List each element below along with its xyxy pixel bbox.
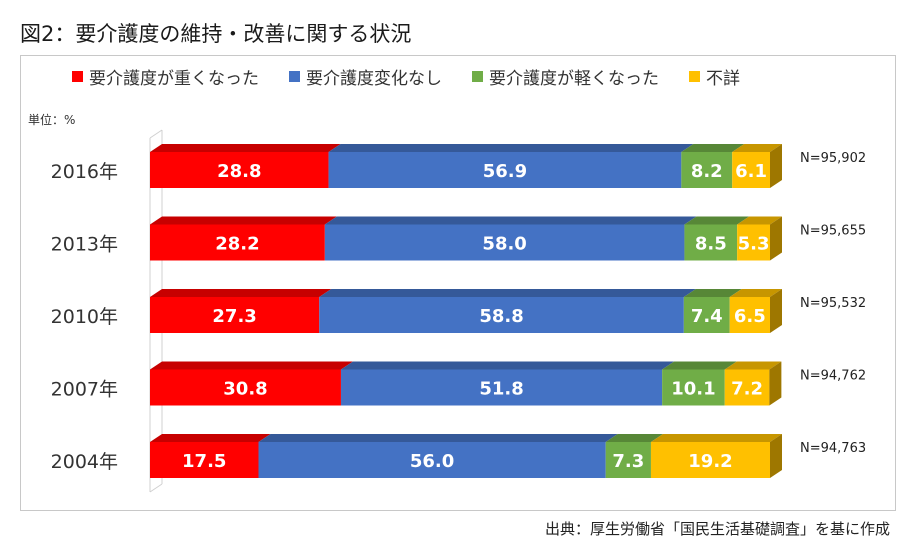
bar-segment-nochange	[340, 369, 663, 406]
legend-swatch-nochange	[289, 71, 300, 82]
bar-top-nochange	[340, 361, 675, 370]
data-label: 5.3	[738, 234, 770, 255]
bar-top-unknown	[729, 289, 782, 297]
bar-segment-worse	[150, 152, 329, 188]
legend-label-nochange: 要介護度変化なし	[306, 69, 442, 89]
bar-top-better	[662, 361, 737, 370]
bar-top-worse	[150, 289, 332, 297]
unit-label: 単位：%	[28, 113, 76, 127]
sample-size-label: N=94,763	[800, 441, 866, 456]
bar-top-nochange	[324, 216, 697, 225]
frame-line-top	[149, 129, 163, 139]
bar-top-worse	[150, 216, 337, 225]
legend-label-worse: 要介護度が重くなった	[89, 69, 259, 89]
bar-side-unknown	[770, 434, 782, 478]
bar-segment-nochange	[319, 297, 684, 333]
bar-top-nochange	[258, 434, 618, 442]
bar-top-unknown	[724, 361, 782, 370]
bar-segment-nochange	[258, 442, 606, 478]
bar-segment-better	[662, 369, 725, 406]
bar-segment-unknown	[737, 224, 770, 261]
bar-segment-nochange	[328, 152, 682, 188]
legend-swatch-better	[472, 71, 483, 82]
bar-top-unknown	[732, 144, 782, 152]
legend-label-unknown: 不詳	[706, 69, 740, 89]
sample-size-label: N=94,762	[800, 369, 866, 384]
legend-swatch-worse	[72, 71, 83, 82]
bar-segment-unknown	[729, 297, 770, 333]
bar-side-unknown	[769, 361, 782, 406]
data-label: 30.8	[223, 379, 267, 400]
bar-segment-unknown	[724, 369, 770, 406]
bar-segment-worse	[150, 369, 341, 406]
frame-line-bottom	[149, 483, 163, 493]
chart-title: 図2：要介護度の維持・改善に関する状況	[20, 22, 412, 46]
sample-size-label: N=95,655	[800, 224, 866, 239]
legend-item-better: 要介護度が軽くなった	[472, 64, 659, 89]
data-label: 7.2	[731, 379, 763, 400]
bar-side-unknown	[770, 144, 782, 188]
legend-swatch-unknown	[689, 71, 700, 82]
bar-segment-unknown	[732, 152, 770, 188]
source-note: 出典：厚生労働省「国民生活基礎調査」を基に作成	[544, 520, 890, 538]
data-label: 6.1	[735, 161, 767, 182]
sample-size-label: N=95,902	[800, 151, 866, 166]
category-label: 2007年	[51, 379, 118, 401]
bar-top-better	[684, 216, 750, 225]
bar-top-worse	[150, 144, 341, 152]
sample-size-label: N=95,532	[800, 296, 866, 311]
data-label: 56.0	[410, 451, 454, 472]
bar-top-better	[683, 289, 742, 297]
bar-top-worse	[150, 361, 353, 370]
bar-segment-better	[605, 442, 651, 478]
bar-top-worse	[150, 434, 271, 442]
bar-top-nochange	[319, 289, 696, 297]
data-label: 10.1	[671, 379, 715, 400]
data-label: 7.4	[691, 306, 723, 327]
data-label: 7.3	[612, 451, 644, 472]
category-label: 2013年	[51, 234, 118, 256]
bar-top-unknown	[650, 434, 782, 442]
data-label: 19.2	[688, 451, 732, 472]
chart-frame	[20, 55, 896, 511]
data-label: 28.8	[217, 161, 261, 182]
data-label: 27.3	[212, 306, 256, 327]
bar-side-unknown	[770, 289, 782, 333]
bar-top-unknown	[737, 216, 782, 225]
data-label: 8.2	[691, 161, 723, 182]
category-label: 2010年	[51, 306, 118, 328]
legend-item-nochange: 要介護度変化なし	[289, 64, 442, 89]
bar-segment-better	[684, 224, 738, 261]
data-label: 58.0	[482, 234, 526, 255]
category-label: 2016年	[51, 161, 118, 183]
data-label: 56.9	[483, 161, 527, 182]
bar-segment-better	[683, 297, 730, 333]
legend-item-worse: 要介護度が重くなった	[72, 64, 259, 89]
bar-segment-nochange	[324, 224, 685, 261]
bar-top-better	[605, 434, 663, 442]
bar-segment-worse	[150, 224, 325, 261]
data-label: 17.5	[182, 451, 226, 472]
data-label: 28.2	[215, 234, 259, 255]
legend: 要介護度が重くなった 要介護度変化なし 要介護度が軽くなった 不詳	[72, 64, 740, 89]
category-label: 2004年	[51, 451, 118, 473]
legend-item-unknown: 不詳	[689, 64, 740, 89]
data-label: 8.5	[695, 234, 727, 255]
bar-segment-better	[681, 152, 733, 188]
data-label: 58.8	[479, 306, 523, 327]
data-label: 51.8	[479, 379, 523, 400]
bar-segment-unknown	[650, 442, 770, 478]
bar-segment-worse	[150, 297, 320, 333]
bar-side-unknown	[770, 216, 782, 261]
bar-top-nochange	[328, 144, 694, 152]
data-label: 6.5	[734, 306, 766, 327]
legend-label-better: 要介護度が軽くなった	[489, 69, 659, 89]
bar-top-better	[681, 144, 745, 152]
bar-segment-worse	[150, 442, 259, 478]
